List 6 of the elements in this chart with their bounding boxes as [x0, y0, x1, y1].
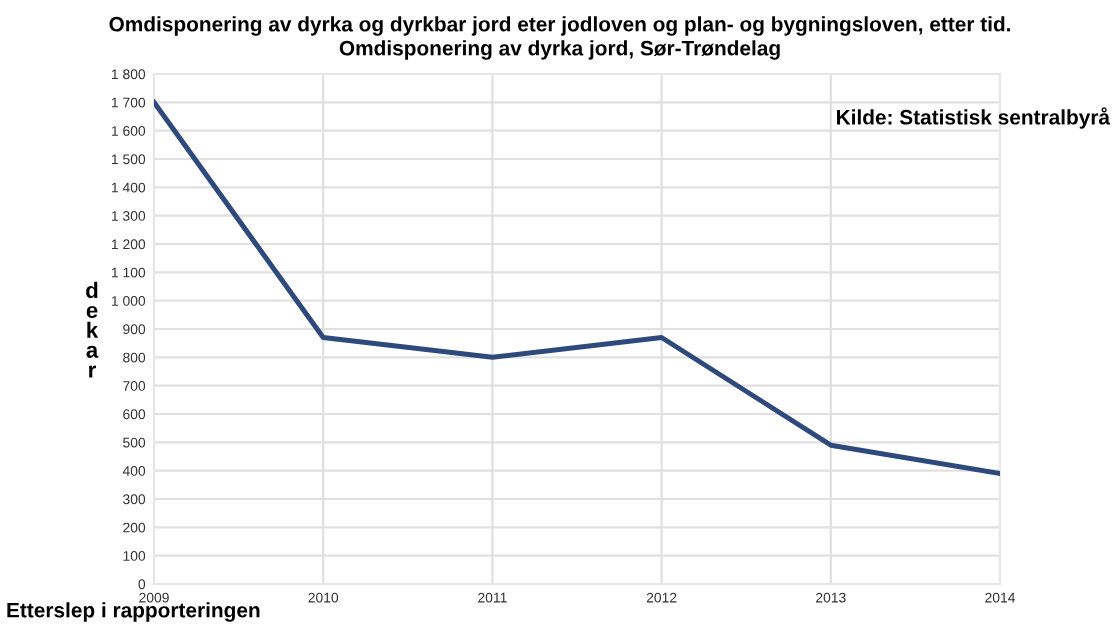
chart-title: Omdisponering av dyrka og dyrkbar jord eter jodloven og plan- og bygningsloven, etter tid.: [109, 16, 1011, 36]
chart-subtitle: Omdisponering av dyrka jord, Sør-Trøndelag: [339, 40, 780, 60]
line-series: [154, 99, 1000, 476]
annotation: Kilde: Statistisk sentralbyrå: [837, 107, 1111, 129]
x-axis-title: Etterslep i rapporteringen: [7, 602, 260, 622]
y-axis-title: dekar: [86, 281, 99, 378]
